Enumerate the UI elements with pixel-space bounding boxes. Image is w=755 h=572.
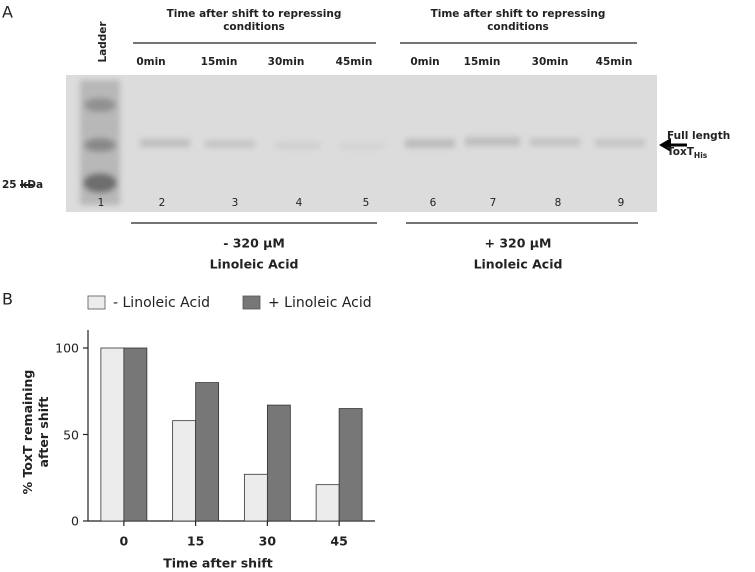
timepoint-label: 30min	[267, 56, 305, 68]
lane-number: 5	[362, 197, 370, 209]
bar	[243, 473, 268, 522]
lane-number: 1	[97, 197, 105, 209]
bar	[172, 420, 197, 522]
legend-label: - Linoleic Acid	[113, 295, 210, 311]
marker-label: 25 kDa	[2, 179, 44, 191]
lane-number: 7	[489, 197, 497, 209]
timepoint-label: 30min	[531, 56, 569, 68]
condition-label: + 320 µM	[484, 235, 552, 251]
condition-label: Linoleic Acid	[473, 256, 563, 272]
y-tick-label: 100	[55, 340, 79, 356]
group-header: Time after shift to repressing condition…	[166, 8, 342, 33]
legend-swatch	[87, 295, 106, 310]
bar	[315, 484, 340, 522]
gel-bands	[80, 80, 645, 205]
timepoint-label: 0min	[410, 56, 440, 68]
bar	[100, 347, 125, 522]
x-tick-label: 15	[186, 533, 205, 549]
lane-number: 3	[231, 197, 239, 209]
x-tick-label: 0	[119, 533, 129, 549]
timepoint-label: 45min	[335, 56, 373, 68]
protein-subscript: His	[693, 151, 708, 161]
legend-swatch	[242, 295, 261, 310]
ladder-label: Ladder	[97, 21, 109, 63]
bar	[195, 382, 220, 522]
condition-label: Linoleic Acid	[209, 256, 299, 272]
lane-number: 8	[554, 197, 562, 209]
timepoint-label: 0min	[136, 56, 166, 68]
x-tick-label: 30	[258, 533, 277, 549]
legend-label: + Linoleic Acid	[268, 295, 372, 311]
bar	[123, 347, 148, 522]
lane-number: 9	[617, 197, 625, 209]
condition-label: - 320 µM	[223, 235, 285, 251]
panel-label: A	[2, 2, 13, 22]
bar	[338, 408, 363, 522]
y-tick-label: 0	[71, 513, 79, 529]
x-tick-label: 45	[330, 533, 348, 549]
protein-label: ToxTHis	[667, 145, 708, 161]
lane-number: 2	[158, 197, 166, 209]
timepoint-label: 15min	[200, 56, 238, 68]
group-lines	[20, 42, 638, 224]
lane-number: 6	[429, 197, 437, 209]
x-axis-title: Time after shift	[163, 555, 273, 571]
panel-label: B	[2, 289, 13, 309]
group-header: Time after shift to repressing condition…	[430, 8, 606, 33]
bar	[266, 404, 291, 522]
band-label: Full length	[667, 130, 731, 142]
timepoint-label: 45min	[595, 56, 633, 68]
y-axis-title: % ToxT remaining after shift	[20, 369, 51, 495]
y-tick-label: 50	[63, 427, 79, 442]
arrow	[659, 138, 687, 152]
lane-number: 4	[295, 197, 303, 209]
timepoint-label: 15min	[463, 56, 501, 68]
